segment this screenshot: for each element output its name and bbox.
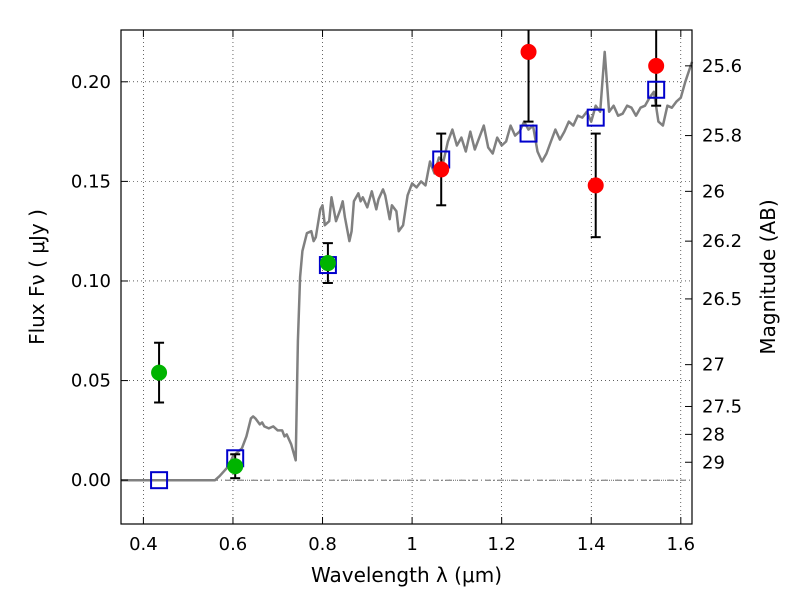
observed-point-green: [151, 364, 168, 381]
observed-point-green: [319, 255, 336, 272]
observed-point-red: [587, 177, 604, 194]
error-bars: [154, 30, 662, 480]
observed-point-red: [520, 43, 537, 60]
x-tick-label: 1.2: [487, 534, 516, 555]
magnitude-tick-label: 26: [702, 181, 725, 202]
plot-frame: [120, 29, 693, 525]
y-tick-label: 0.10: [71, 271, 111, 292]
x-tick-label: 1: [406, 534, 417, 555]
x-axis-label: Wavelength λ (μm): [311, 563, 502, 587]
magnitude-tick-label: 26.5: [702, 289, 742, 310]
model-photometry-square: [519, 124, 538, 143]
model-spectrum-line: [121, 50, 694, 482]
magnitude-tick-label: 26.2: [702, 231, 742, 252]
x-tick-label: 1.6: [666, 534, 695, 555]
y-tick-label: 0.15: [71, 171, 111, 192]
observed-point-green: [227, 458, 244, 475]
magnitude-axis-ticks: 25.6 25.8 26 26.2 26.5 27 27.5 28 29: [685, 56, 742, 473]
observed-point-red: [648, 57, 665, 74]
x-tick-label: 0.6: [219, 534, 248, 555]
y-tick-label: 0.00: [71, 470, 111, 491]
y-axis-ticks: 0.00 0.05 0.10 0.15 0.20: [71, 72, 128, 491]
observed-point-red: [433, 161, 450, 178]
data-points: [150, 43, 666, 490]
x-tick-label: 0.4: [129, 534, 158, 555]
magnitude-tick-label: 27.5: [702, 396, 742, 417]
magnitude-tick-label: 25.6: [702, 56, 742, 77]
magnitude-tick-label: 28: [702, 424, 725, 445]
magnitude-axis-label: Magnitude (AB): [756, 199, 780, 354]
model-photometry-square: [586, 108, 605, 127]
x-tick-label: 1.4: [577, 534, 606, 555]
model-photometry-square: [150, 471, 169, 490]
y-axis-label: Flux Fν ( μJy ): [25, 209, 49, 345]
x-tick-label: 0.8: [308, 534, 337, 555]
model-photometry-square: [647, 80, 666, 99]
model-spectrum: [121, 50, 694, 482]
grid-lines: [121, 30, 692, 524]
y-tick-label: 0.20: [71, 72, 111, 93]
x-axis-ticks: 0.4 0.6 0.8 1 1.2 1.4 1.6: [129, 30, 695, 555]
y-tick-label: 0.05: [71, 371, 111, 392]
magnitude-tick-label: 27: [702, 355, 725, 376]
magnitude-tick-label: 25.8: [702, 126, 742, 147]
magnitude-tick-label: 29: [702, 452, 725, 473]
